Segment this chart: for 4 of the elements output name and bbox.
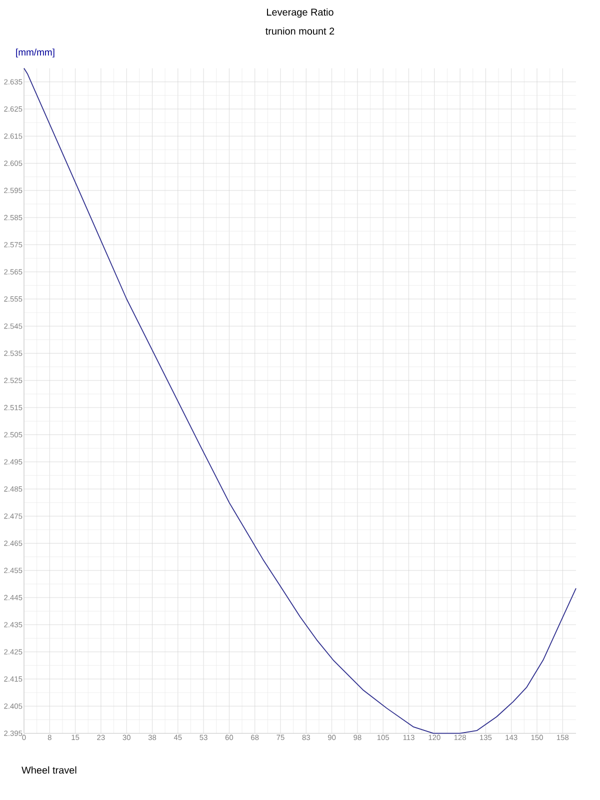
y-axis-title: [mm/mm]: [16, 48, 54, 58]
x-axis-title: Wheel travel: [22, 766, 76, 774]
chart-subtitle: trunion mount 2: [266, 27, 334, 35]
chart-title: Leverage Ratio: [267, 8, 334, 18]
